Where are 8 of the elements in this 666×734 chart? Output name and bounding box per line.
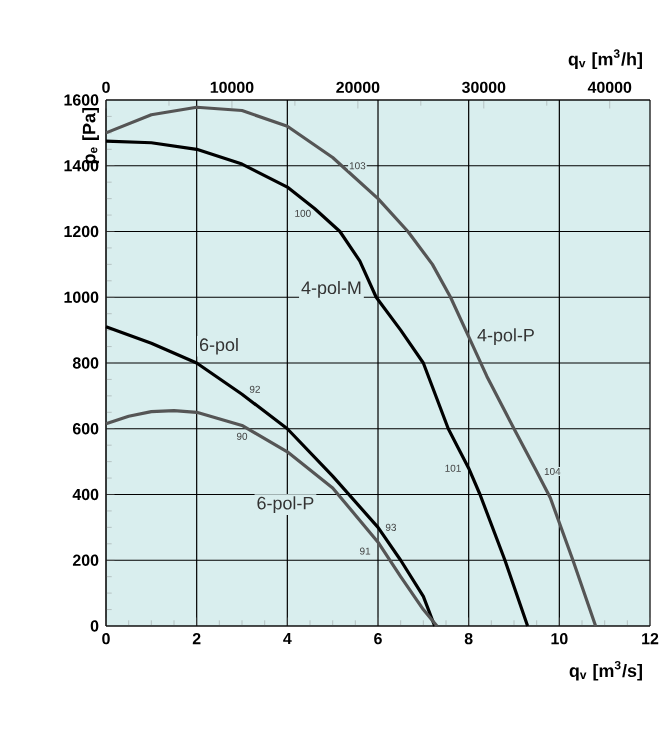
line-series [104,409,439,628]
x-axis-title: q$_{v}$ [m$^{3}$/s] [569,660,642,681]
x2-axis-title: q$_{v}$ [m$^{3}$/h] [568,49,642,70]
series-label: 4-pol-P [477,328,534,346]
series-label: 6-pol-P [257,496,314,513]
series-label: 4-pol-M [301,280,361,298]
line-series [104,105,598,628]
series-label: 6-pol [199,337,238,355]
